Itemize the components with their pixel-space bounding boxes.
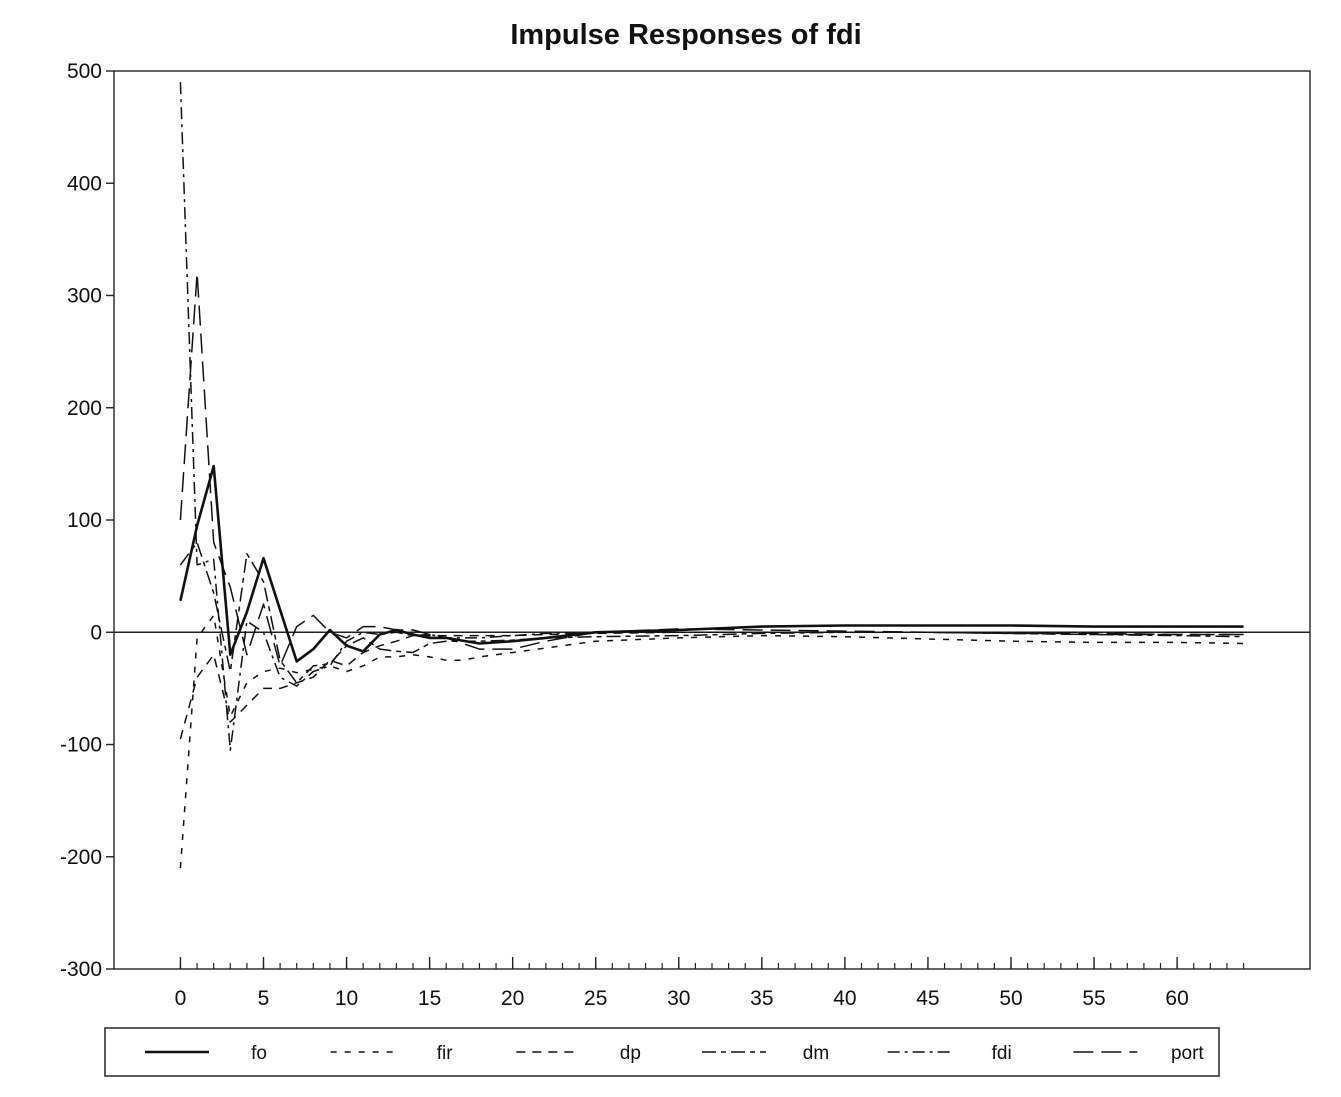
series-line-fdi [179, 82, 1244, 751]
legend-label-fir: fir [437, 1043, 454, 1064]
x-tick-label: 25 [584, 987, 607, 1010]
x-tick-label: 50 [999, 987, 1022, 1010]
legend-label-fdi: fdi [992, 1043, 1012, 1064]
series-line-fo [179, 464, 1244, 663]
y-tick-label: 200 [67, 397, 102, 420]
x-tick-label: 55 [1082, 987, 1105, 1010]
x-tick-label: 30 [667, 987, 690, 1010]
x-tick-label: 5 [258, 987, 270, 1010]
legend-label-port: port [1171, 1043, 1204, 1064]
series-line-dp [179, 631, 1244, 740]
y-tick-label: 300 [67, 285, 102, 308]
legend-label-dm: dm [803, 1043, 829, 1064]
x-tick-label: 10 [335, 987, 358, 1010]
y-tick-label: 400 [67, 172, 102, 195]
x-tick-label: 40 [833, 987, 856, 1010]
plot-frame [113, 70, 1311, 970]
chart-title: Impulse Responses of fdi [510, 19, 861, 51]
x-tick-label: 60 [1165, 987, 1188, 1010]
series-line-port [179, 272, 1244, 667]
y-tick-label: -300 [60, 958, 102, 981]
x-tick-label: 45 [916, 987, 939, 1010]
y-tick-label: 0 [90, 621, 102, 644]
y-tick-label: 100 [67, 509, 102, 532]
x-tick-label: 35 [750, 987, 773, 1010]
series-line-dm [179, 541, 1244, 684]
x-tick-label: 0 [175, 987, 187, 1010]
legend-box [104, 1027, 1220, 1077]
legend-label-dp: dp [620, 1043, 641, 1064]
x-tick-label: 15 [418, 987, 441, 1010]
y-tick-label: 500 [67, 60, 102, 83]
x-tick-label: 20 [501, 987, 524, 1010]
y-tick-label: -200 [60, 846, 102, 869]
legend-label-fo: fo [251, 1043, 267, 1064]
y-tick-label: -100 [60, 734, 102, 757]
